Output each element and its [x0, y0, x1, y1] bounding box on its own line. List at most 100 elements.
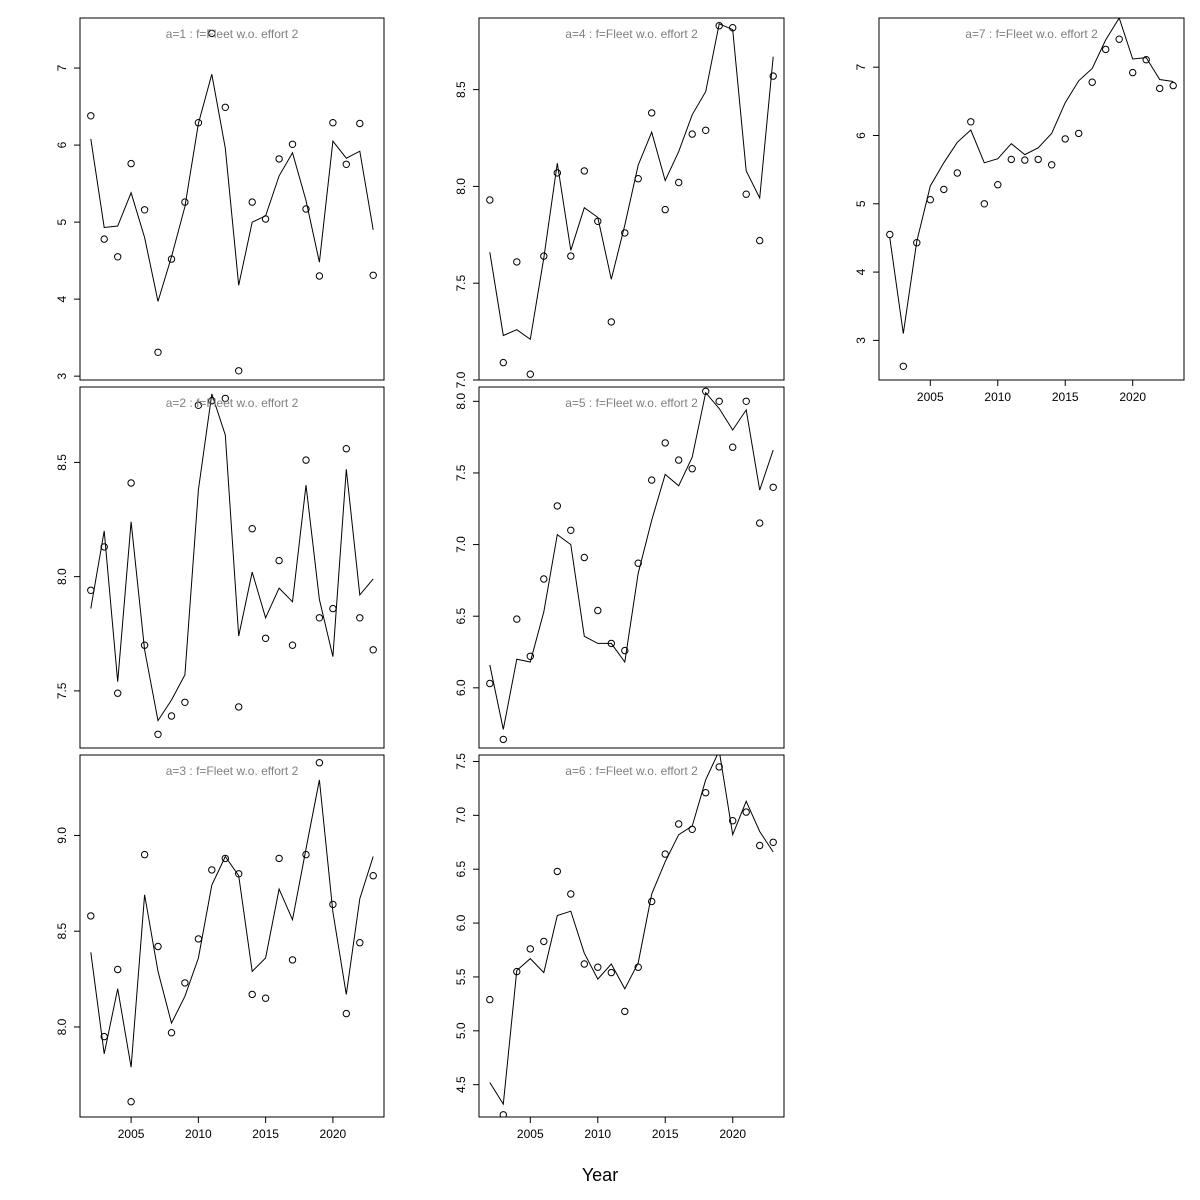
- observed-point: [756, 236, 764, 245]
- observed-point: [499, 735, 507, 744]
- observed-point: [114, 253, 122, 261]
- observed-point: [702, 126, 710, 135]
- plot-frame: [878, 17, 1185, 381]
- panel-4: 7.0 7.5 8.0 8.5 a=4 : f=Fleet w.o. effort 2: [454, 17, 785, 388]
- observed-point: [675, 178, 683, 187]
- x-tick-label: 2015: [652, 1127, 679, 1141]
- y-tick-label: 4.5: [454, 1076, 468, 1093]
- observed-point: [221, 854, 230, 863]
- plot-frame: [79, 17, 385, 381]
- panel-2: 7.5 8.0 8.5 a=2 : f=Fleet w.o. effort 2: [55, 386, 385, 749]
- x-tick-label: 2010: [584, 1127, 611, 1141]
- y-tick-label: 7.0: [454, 371, 468, 388]
- observed-point: [1142, 56, 1150, 64]
- panel-title: a=1 : f=Fleet w.o. effort 2: [166, 27, 299, 41]
- observed-point: [540, 252, 548, 260]
- observed-point: [634, 559, 642, 567]
- y-tick-label: 4: [55, 295, 69, 302]
- x-tick-label: 2020: [320, 1127, 347, 1141]
- observed-point: [688, 825, 696, 833]
- plot-area: [486, 387, 777, 744]
- observed-point: [288, 641, 297, 649]
- observed-point: [127, 479, 135, 487]
- observed-point: [369, 872, 377, 880]
- observed-point: [729, 817, 737, 825]
- observed-point: [607, 318, 615, 326]
- observed-point: [261, 215, 270, 223]
- y-tick-label: 5.5: [454, 968, 468, 985]
- observed-point: [648, 476, 656, 484]
- observed-point: [486, 995, 494, 1004]
- observed-point: [513, 615, 521, 623]
- observed-point: [486, 679, 494, 688]
- fitted-line: [489, 755, 774, 1106]
- observed-point: [661, 439, 669, 447]
- observed-point: [553, 502, 561, 510]
- panel-title: a=6 : f=Fleet w.o. effort 2: [565, 764, 698, 778]
- observed-point: [302, 456, 310, 464]
- y-tick-label: 6.0: [454, 914, 468, 931]
- observed-point: [329, 119, 337, 127]
- fitted-line: [489, 391, 774, 730]
- observed-point: [742, 808, 750, 816]
- x-tick-label: 2015: [1052, 390, 1079, 404]
- plot-area: [486, 22, 777, 378]
- observed-point: [594, 606, 602, 615]
- observed-point: [302, 850, 310, 859]
- observed-point: [729, 24, 737, 32]
- observed-point: [1102, 45, 1110, 54]
- observed-point: [356, 939, 364, 947]
- observed-point: [194, 119, 203, 127]
- observed-point: [315, 272, 324, 280]
- observed-point: [342, 160, 350, 169]
- observed-point: [594, 217, 602, 226]
- observed-point: [980, 200, 988, 208]
- fitted-line: [90, 393, 374, 722]
- observed-point: [140, 850, 149, 859]
- observed-point: [1021, 156, 1029, 164]
- observed-point: [994, 181, 1002, 189]
- observed-point: [87, 912, 95, 920]
- observed-point: [702, 387, 710, 395]
- plot-area: [87, 29, 377, 375]
- y-tick-label: 7: [55, 64, 69, 71]
- observed-point: [208, 866, 216, 874]
- observed-point: [715, 22, 723, 30]
- observed-point: [288, 140, 297, 149]
- observed-point: [154, 730, 162, 738]
- observed-point: [607, 639, 615, 648]
- observed-point: [580, 167, 588, 175]
- observed-point: [540, 937, 548, 946]
- x-tick-label: 2010: [984, 390, 1011, 404]
- y-tick-label: 6.5: [454, 608, 468, 625]
- plot-area: [486, 755, 777, 1117]
- observed-point: [953, 169, 961, 177]
- observed-point: [580, 553, 588, 562]
- observed-point: [526, 370, 534, 378]
- observed-point: [208, 29, 216, 38]
- observed-point: [194, 401, 203, 409]
- y-tick-label: 7: [854, 64, 868, 71]
- observed-point: [369, 646, 377, 654]
- observed-point: [594, 963, 602, 971]
- observed-point: [769, 72, 777, 80]
- observed-point: [1088, 78, 1096, 86]
- observed-point: [526, 652, 534, 660]
- observed-point: [967, 118, 975, 126]
- observed-point: [248, 525, 256, 533]
- observed-point: [567, 890, 575, 898]
- observed-point: [154, 942, 162, 951]
- observed-point: [729, 443, 737, 451]
- panel-5: 6.0 6.5 7.0 7.5 8.0 a=5 : f=Fleet w.o. effort…: [454, 386, 785, 749]
- plot-frame: [79, 386, 385, 749]
- y-tick-label: 8.5: [55, 454, 69, 471]
- observed-point: [275, 155, 283, 163]
- y-tick-label: 6: [854, 132, 868, 139]
- observed-point: [356, 119, 364, 128]
- observed-point: [302, 205, 310, 213]
- plot-area: [87, 393, 377, 738]
- panel-title: a=4 : f=Fleet w.o. effort 2: [565, 27, 698, 41]
- observed-point: [329, 900, 337, 909]
- observed-point: [315, 614, 324, 622]
